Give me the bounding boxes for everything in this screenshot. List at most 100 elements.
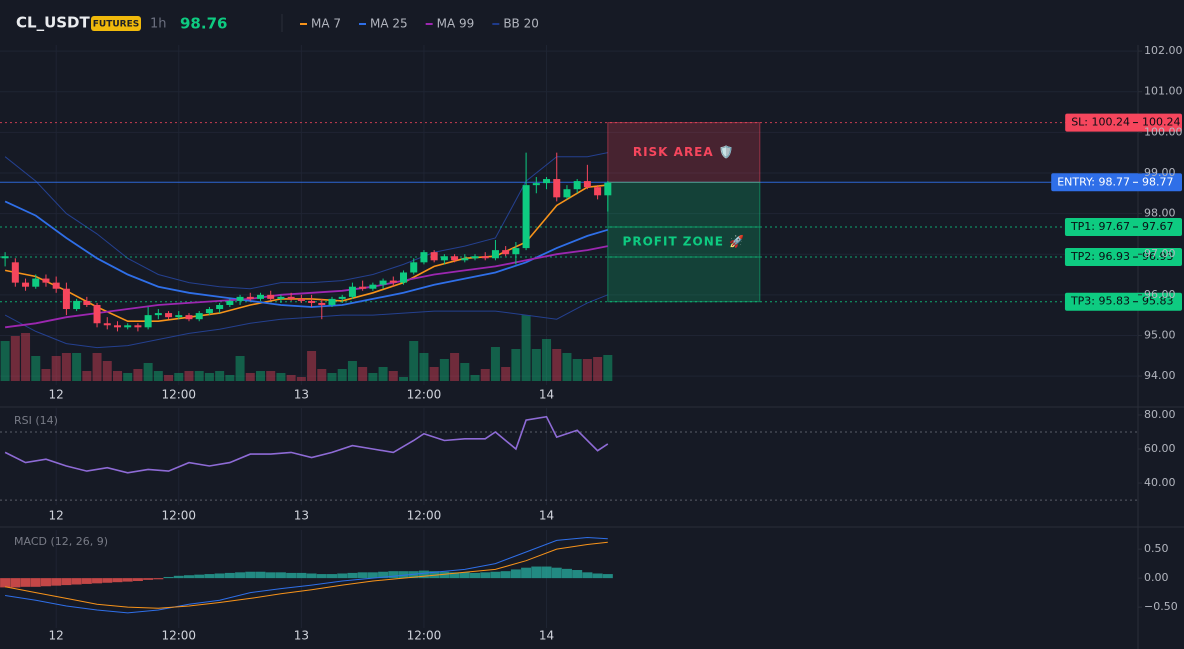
volume-bar <box>521 315 531 381</box>
macd-histogram <box>214 573 225 579</box>
level-tag-label: SL: 100.24 <box>1071 116 1130 129</box>
candle-body <box>165 313 173 318</box>
legend-label: MA 25 <box>370 17 408 31</box>
level-tag-label: TP1: 97.67 <box>1070 220 1130 233</box>
macd-histogram <box>0 578 11 588</box>
volume-bar <box>0 341 10 381</box>
candle-body <box>246 296 254 299</box>
volume-bar <box>102 361 112 381</box>
candle-body <box>226 300 234 305</box>
macd-histogram <box>531 566 542 579</box>
candle-body <box>532 183 540 186</box>
macd-histogram <box>470 572 481 579</box>
volume-bar <box>72 353 82 381</box>
y-tick-label: 95.00 <box>1144 328 1176 341</box>
macd-histogram <box>602 574 613 579</box>
x-tick-label: 13 <box>294 629 309 643</box>
macd-histogram <box>592 573 603 579</box>
macd-histogram <box>143 578 154 580</box>
volume-bar <box>572 359 582 381</box>
macd-histogram <box>275 572 286 579</box>
badge: FUTURES <box>93 20 139 30</box>
volume-bar <box>368 373 378 381</box>
macd-histogram <box>561 568 572 579</box>
volume-bar <box>235 356 245 381</box>
candle-body <box>297 298 305 301</box>
legend-label: MA 7 <box>311 17 341 31</box>
candle-body <box>512 248 520 255</box>
macd-histogram <box>439 571 450 579</box>
volume-bar <box>21 333 31 381</box>
macd-line <box>5 536 608 614</box>
candle-body <box>205 309 213 314</box>
volume-bar <box>450 353 460 381</box>
candle-body <box>502 250 510 255</box>
y-tick-label: 0.00 <box>1144 571 1169 584</box>
candle-body <box>563 189 571 198</box>
volume-bar <box>347 361 357 381</box>
volume-bar <box>419 353 429 381</box>
x-tick-label: 14 <box>539 629 554 643</box>
volume-bar <box>552 349 562 381</box>
macd-histogram <box>132 578 143 582</box>
volume-bar <box>153 371 163 381</box>
volume-bar <box>317 369 327 381</box>
macd-histogram <box>398 571 409 579</box>
volume-bar <box>470 375 480 381</box>
candle-body <box>338 296 346 299</box>
candle-body <box>32 278 40 287</box>
x-tick-label: 13 <box>294 388 309 402</box>
x-tick-label: 12:00 <box>161 388 196 402</box>
y-tick-label: 98.00 <box>1144 207 1176 220</box>
candle-body <box>52 282 60 289</box>
symbol: CL_USDT <box>16 14 91 32</box>
macd-histogram <box>378 571 389 579</box>
volume-bar <box>358 367 368 381</box>
x-tick-label: 12 <box>49 388 64 402</box>
interval: 1h <box>150 17 167 32</box>
candle-body <box>154 313 162 316</box>
candle-body <box>195 313 203 320</box>
candle-body <box>83 300 91 305</box>
volume-bar <box>286 375 296 381</box>
macd-histogram <box>92 578 103 584</box>
last-price: 98.76 <box>180 15 227 33</box>
macd-histogram <box>183 575 194 579</box>
candle-body <box>175 315 183 318</box>
y-tick-label: 0.50 <box>1144 542 1169 555</box>
candle-body <box>379 280 387 285</box>
macd-histogram <box>551 567 562 579</box>
macd-histogram <box>10 578 21 588</box>
badge-bg <box>91 16 141 31</box>
candle-body <box>461 258 469 261</box>
level-tag <box>1065 113 1182 132</box>
macd-histogram <box>173 575 184 579</box>
y-tick-label: 60.00 <box>1144 442 1176 455</box>
macd-histogram <box>71 578 82 585</box>
x-tick-label: 13 <box>294 509 309 523</box>
volume-bar <box>51 356 61 381</box>
macd-histogram <box>122 578 133 582</box>
candle-body <box>1 256 9 259</box>
x-tick-label: 12:00 <box>161 629 196 643</box>
candle-body <box>124 325 132 328</box>
zone-label: RISK AREA 🛡️ <box>633 145 735 159</box>
macd-histogram <box>224 572 235 579</box>
x-tick-label: 12 <box>49 509 64 523</box>
volume-bar <box>82 371 92 381</box>
macd-histogram <box>265 572 276 579</box>
candle-body <box>522 185 530 249</box>
y-tick-label: 40.00 <box>1144 476 1176 489</box>
candle-body <box>113 325 121 328</box>
volume-bar <box>388 371 398 381</box>
volume-bar <box>174 373 184 381</box>
candle-body <box>594 187 602 196</box>
macd-histogram <box>102 578 113 583</box>
plot <box>0 122 1138 614</box>
macd-histogram <box>582 572 593 579</box>
candle-body <box>308 300 316 303</box>
level-tag <box>1064 217 1182 236</box>
candle-body <box>451 256 459 261</box>
candle-body <box>42 278 50 283</box>
